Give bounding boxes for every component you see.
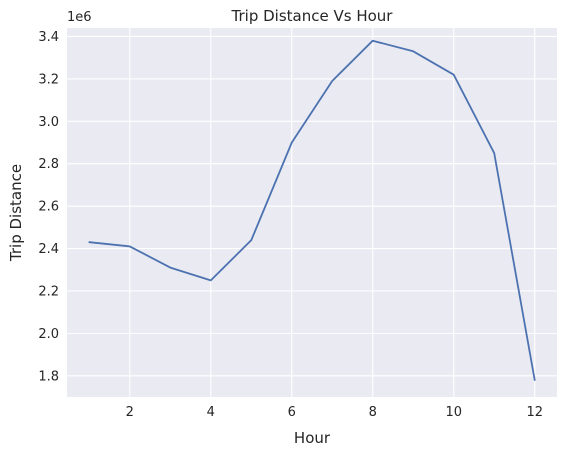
grid-lines bbox=[67, 28, 557, 397]
series-layer bbox=[88, 39, 536, 381]
y-tick-label: 2.6 bbox=[38, 200, 59, 215]
y-tick-label: 2.8 bbox=[38, 157, 59, 172]
chart-title: Trip Distance Vs Hour bbox=[231, 7, 394, 25]
y-axis-offset-label: 1e6 bbox=[67, 10, 92, 25]
series-line bbox=[88, 39, 536, 381]
x-tick-label: 12 bbox=[526, 405, 543, 420]
y-tick-label: 3.0 bbox=[38, 115, 59, 130]
y-axis-label: Trip Distance bbox=[7, 164, 25, 262]
y-tick-label: 3.4 bbox=[38, 30, 59, 45]
x-tick-label: 4 bbox=[207, 405, 215, 420]
x-tick-label: 8 bbox=[369, 405, 377, 420]
y-tick-label: 1.8 bbox=[38, 369, 59, 384]
y-tick-label: 2.4 bbox=[38, 242, 59, 257]
x-axis-ticks: 2 4 6 8 10 12 bbox=[126, 405, 543, 420]
y-axis-ticks: 1.8 2.0 2.2 2.4 2.6 2.8 3.0 3.2 3.4 bbox=[38, 30, 59, 384]
x-tick-label: 6 bbox=[288, 405, 296, 420]
plot-area bbox=[67, 28, 557, 397]
y-tick-label: 3.2 bbox=[38, 72, 59, 87]
y-tick-label: 2.2 bbox=[38, 284, 59, 299]
x-axis-label: Hour bbox=[294, 429, 331, 447]
x-tick-label: 10 bbox=[445, 405, 462, 420]
x-tick-label: 2 bbox=[126, 405, 134, 420]
y-tick-label: 2.0 bbox=[38, 327, 59, 342]
